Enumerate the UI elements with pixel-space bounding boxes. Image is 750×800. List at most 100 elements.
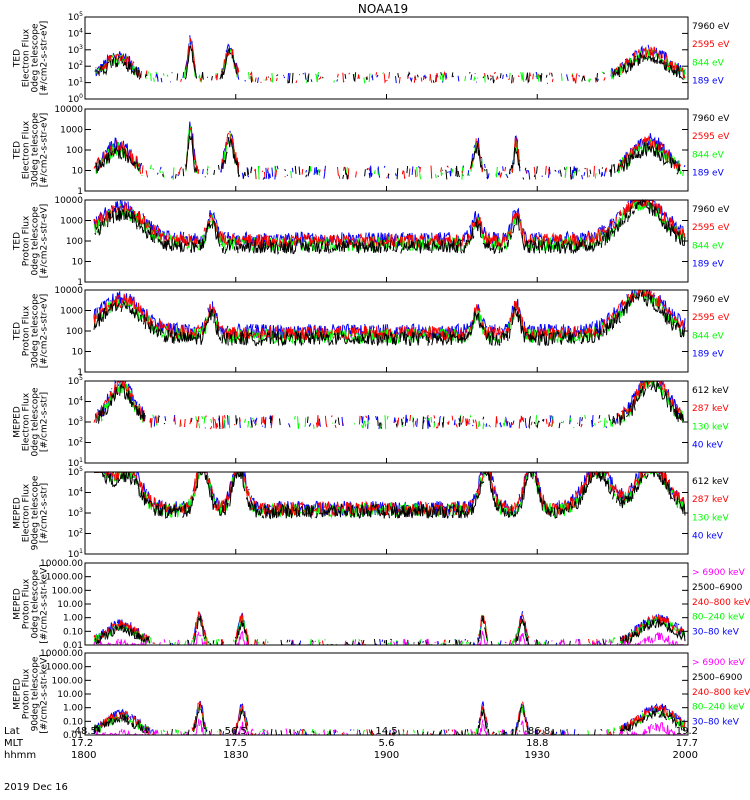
y-axis-label-line: Electron Flux xyxy=(22,120,32,179)
legend-entry: 30–80 keV xyxy=(692,718,740,728)
legend-entry: 2595 eV xyxy=(692,223,730,233)
panel-2: 1 10 100 1000 10000 TEDElectron Flux30deg tel… xyxy=(13,105,731,197)
y-tick-label: 100 xyxy=(68,93,83,105)
legend-entry: 130 keV xyxy=(692,513,729,523)
legend-entry: 2595 eV xyxy=(692,313,730,323)
legend-entry: 2500–6900 xyxy=(692,673,743,683)
y-axis-label-line: 90deg telescope xyxy=(31,475,41,550)
panel-8: 0.010.101.0010.00100.001000.0010000.00ME… xyxy=(13,649,750,741)
legend-entry: 189 eV xyxy=(692,350,725,360)
panel-5: 101 102 103 104 105 MEPEDElectron Flux0deg te… xyxy=(13,375,730,469)
legend-entry: 189 eV xyxy=(692,169,725,179)
y-axis-label-line: [#/cm2-s-str-eV] xyxy=(40,21,50,96)
y-tick-label: 10 xyxy=(72,348,84,358)
series-line-black xyxy=(96,46,685,83)
footer-mlt-value: 17.5 xyxy=(225,738,247,749)
legend-entry: 130 keV xyxy=(692,422,729,432)
y-axis-label-line: MEPED xyxy=(13,588,23,620)
legend-entry: 40 keV xyxy=(692,441,724,451)
plot-frame xyxy=(84,562,689,646)
legend-entry: 189 eV xyxy=(692,260,725,270)
panel-7: 0.010.101.0010.00100.001000.0010000.00ME… xyxy=(13,559,750,651)
y-tick-label: 1000 xyxy=(60,126,83,136)
legend-entry: 2595 eV xyxy=(692,40,730,50)
y-axis-label-line: [#/cm2-s-str-keV] xyxy=(40,654,50,733)
chart-title: NOAA19 xyxy=(358,2,408,16)
y-tick-label: 1000 xyxy=(60,217,83,227)
y-tick-label: 10000 xyxy=(54,286,83,296)
footer-lat-value: -48.5 xyxy=(71,726,97,737)
footer-mlt-value: 17.2 xyxy=(71,738,93,749)
y-axis-label-line: TED xyxy=(13,322,23,341)
series-line-blue xyxy=(94,35,686,84)
footer-hhmm-value: 1830 xyxy=(223,750,248,761)
y-tick-label: 102 xyxy=(68,437,83,449)
y-axis-label-line: Proton Flux xyxy=(22,668,32,719)
legend-entry: 844 eV xyxy=(692,58,725,68)
y-axis-label-line: Electron Flux xyxy=(22,392,32,451)
y-axis-label-line: 0deg telescope xyxy=(31,23,41,93)
legend-entry: 287 keV xyxy=(692,495,729,505)
y-tick-label: 0.01 xyxy=(63,731,83,741)
y-tick-label: 1000.00 xyxy=(46,573,83,583)
y-tick-label: 0.10 xyxy=(63,627,83,637)
legend-entry: > 6900 keV xyxy=(692,658,746,668)
footer-hhmm-value: 2000 xyxy=(673,750,698,761)
series-line-red xyxy=(94,128,684,180)
panel-3: 1 10 100 1000 10000 TEDProton Flux0deg telesc… xyxy=(13,196,731,288)
series-line-red xyxy=(93,611,686,646)
y-tick-label: 1 xyxy=(77,368,83,378)
panel-6: 101 102 103 104 105 MEPEDElectron Flux90deg t… xyxy=(13,466,730,560)
y-tick-label: 1 xyxy=(77,278,83,288)
y-tick-label: 1.00 xyxy=(63,614,83,624)
y-axis-label-line: MEPED xyxy=(13,406,23,438)
y-axis-label: TEDProton Flux0deg telescope[#/cm2-s-str… xyxy=(13,204,50,279)
legend-entry: 7960 eV xyxy=(692,295,730,305)
y-tick-label: 1000.00 xyxy=(46,663,83,673)
y-axis-label-line: [#/cm2-s-str-eV] xyxy=(40,113,50,188)
y-axis-label: MEPEDElectron Flux0deg telescope[#/cm2-s… xyxy=(13,387,50,457)
y-tick-label: 10.00 xyxy=(57,600,83,610)
y-axis-label-line: 0deg telescope xyxy=(31,569,41,639)
y-axis-label-line: 30deg telescope xyxy=(31,112,41,187)
y-tick-label: 102 xyxy=(68,528,83,540)
y-axis-label-line: TED xyxy=(13,232,23,251)
footer-hhmm-value: 1900 xyxy=(374,750,399,761)
y-tick-label: 100 xyxy=(66,327,83,337)
y-axis-label-line: Proton Flux xyxy=(22,305,32,356)
legend-entry: 844 eV xyxy=(692,150,725,160)
legend-entry: 80–240 keV xyxy=(692,703,745,713)
y-tick-label: 100.00 xyxy=(52,586,84,596)
y-axis-label-line: TED xyxy=(13,49,23,68)
y-tick-label: 103 xyxy=(68,44,83,56)
y-tick-label: 10.00 xyxy=(57,690,83,700)
y-axis-label-line: [#/cm2-s-str] xyxy=(40,483,50,543)
footer-row-label: hhmm xyxy=(4,750,36,761)
y-axis-label-line: 90deg telescope xyxy=(31,656,41,731)
legend-entry: 7960 eV xyxy=(692,205,730,215)
footer-hhmm-value: 1930 xyxy=(525,750,550,761)
y-tick-label: 104 xyxy=(68,27,83,39)
y-tick-label: 101 xyxy=(68,457,83,469)
series-line-red xyxy=(95,38,686,84)
y-tick-label: 10000.00 xyxy=(40,559,83,569)
y-tick-label: 1 xyxy=(77,187,83,197)
y-axis-label-line: 30deg telescope xyxy=(31,293,41,368)
y-axis-label: MEPEDProton Flux0deg telescope[#/cm2-s-s… xyxy=(13,564,50,643)
footer-mlt-value: 5.6 xyxy=(379,738,395,749)
y-axis-label-line: Electron Flux xyxy=(22,483,32,542)
y-axis-label-line: Proton Flux xyxy=(22,215,32,266)
y-axis-label: TEDElectron Flux30deg telescope[#/cm2-s-… xyxy=(13,112,50,187)
y-tick-label: 101 xyxy=(68,77,83,89)
y-tick-label: 102 xyxy=(68,60,83,72)
series-line-magenta xyxy=(94,631,685,645)
series-line-blue xyxy=(97,379,683,430)
y-tick-label: 10 xyxy=(72,258,84,268)
y-axis-label-line: MEPED xyxy=(13,497,23,529)
y-axis-label-line: Proton Flux xyxy=(22,578,32,629)
legend-entry: 40 keV xyxy=(692,532,724,542)
footer-lat-value: 56.5 xyxy=(225,726,247,737)
y-axis-label-line: MEPED xyxy=(13,678,23,710)
